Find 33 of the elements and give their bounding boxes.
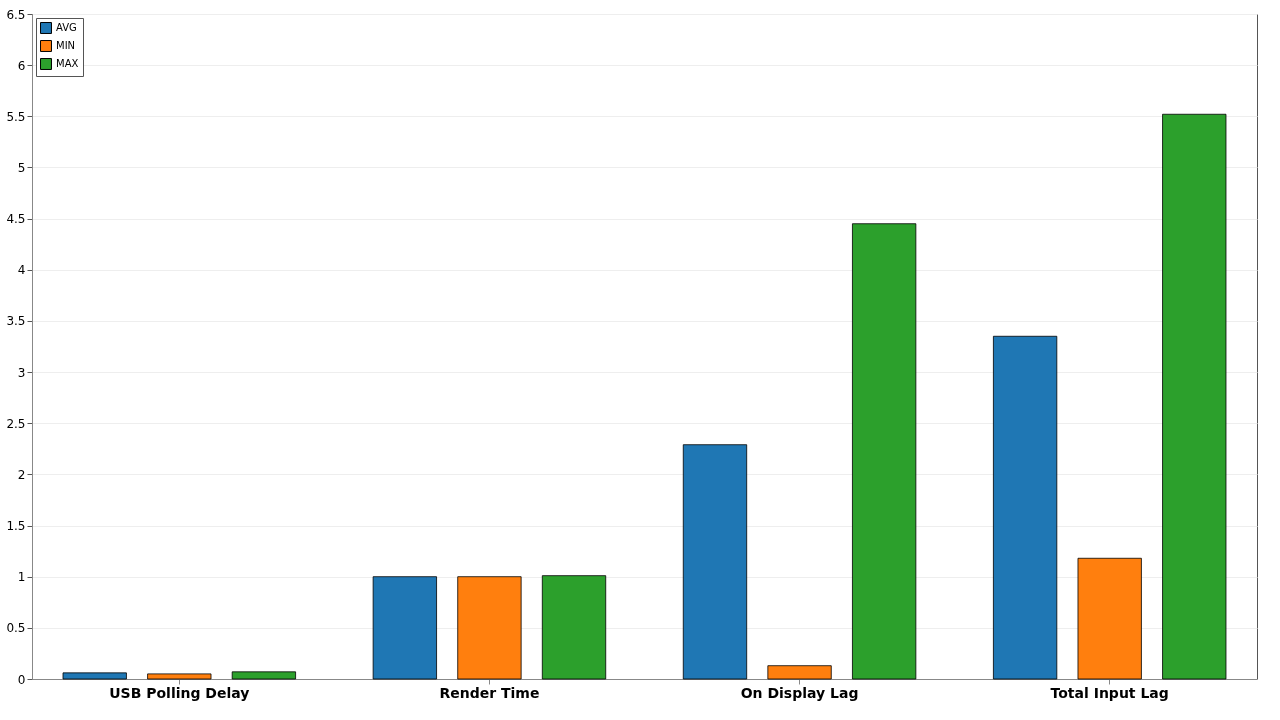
x-tick-label: USB Polling Delay — [109, 684, 250, 701]
legend-label: MIN — [56, 40, 76, 51]
y-tick-label: 1.5 — [6, 519, 26, 534]
bar — [682, 444, 748, 680]
y-tick-label: 5 — [17, 160, 26, 175]
y-tick-label: 6.5 — [6, 7, 26, 22]
x-tick-label: Render Time — [439, 684, 540, 701]
bar — [541, 575, 607, 680]
y-tick-label: 4 — [17, 263, 26, 278]
legend-label: MAX — [56, 58, 79, 69]
y-tick-label: 0.5 — [6, 621, 26, 636]
y-tick-label: 4.5 — [6, 212, 26, 227]
bar — [1077, 557, 1142, 680]
y-tick-label: 1 — [17, 570, 26, 585]
y-tick-label: 3.5 — [6, 314, 26, 329]
bar — [147, 673, 212, 680]
bar — [372, 576, 437, 680]
y-tick-label: 0 — [17, 672, 26, 687]
bar — [457, 576, 522, 680]
bar — [231, 671, 297, 680]
y-tick-label: 2.5 — [6, 416, 26, 431]
y-tick-label: 5.5 — [6, 109, 26, 124]
bar — [767, 665, 832, 680]
x-tick-label: Total Input Lag — [1050, 684, 1169, 701]
legend-label: AVG — [56, 22, 77, 33]
y-tick-label: 2 — [17, 467, 26, 482]
bar — [852, 223, 917, 680]
y-tick-label: 3 — [17, 365, 26, 380]
y-tick-label: 6 — [17, 58, 26, 73]
bar — [1162, 113, 1227, 680]
bar — [62, 672, 127, 680]
bar — [992, 335, 1058, 680]
x-tick-label: On Display Lag — [740, 684, 859, 701]
